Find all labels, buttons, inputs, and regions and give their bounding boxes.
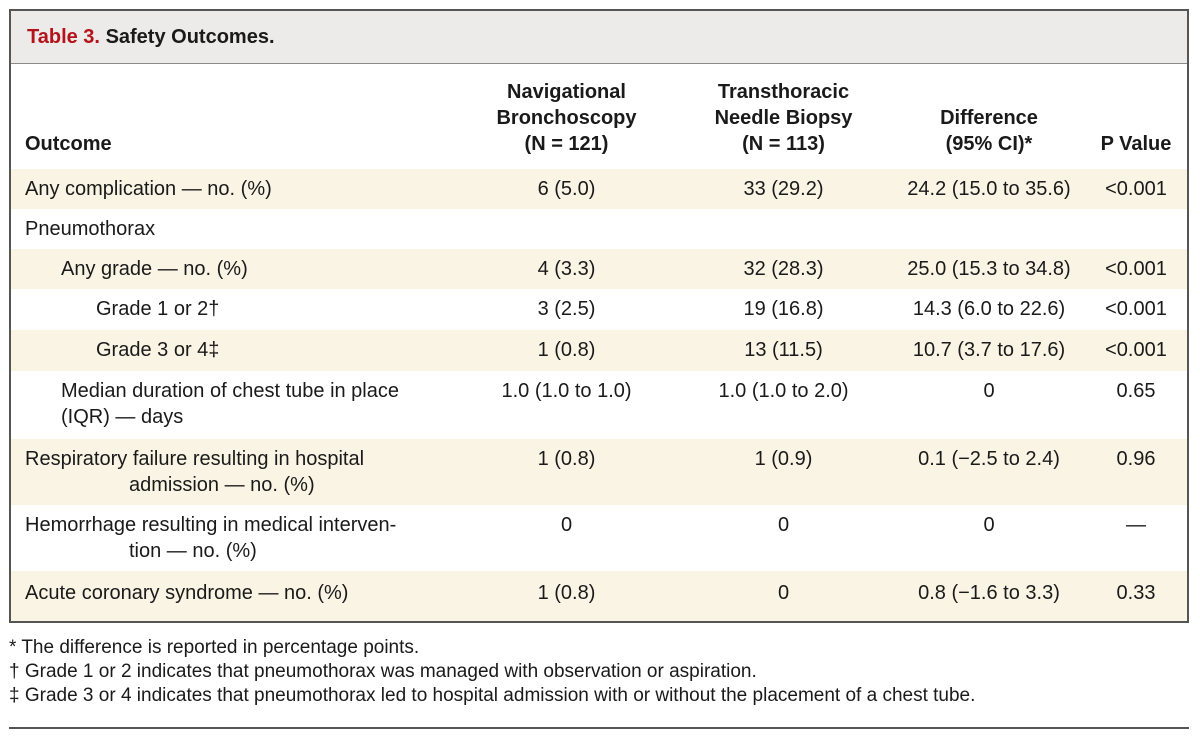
difference-value: 24.2 (15.0 to 35.6) [907, 178, 1071, 200]
table-row: Acute coronary syndrome — no. (%) 1 (0.8… [11, 571, 1187, 621]
header-ttnb-line: Transthoracic [717, 81, 850, 103]
difference-value: 0.1 (−2.5 to 2.4) [918, 448, 1060, 470]
nav-value: 0 [560, 514, 573, 536]
outcome-cell: Acute coronary syndrome — no. (%) [25, 582, 349, 604]
outcome-cell: Grade 3 or 4‡ [96, 339, 220, 361]
ttnb-value: 1.0 (1.0 to 2.0) [718, 380, 849, 402]
footnote: * The difference is reported in percenta… [9, 637, 420, 658]
outcome-cell: Hemorrhage resulting in medical interven… [25, 514, 397, 562]
ttnb-value: 33 (29.2) [743, 178, 824, 200]
ttnb-value: 19 (16.8) [743, 298, 824, 320]
header-nav-line: Bronchoscopy [496, 107, 637, 129]
header-ttnb-line: Needle Biopsy [714, 107, 853, 129]
nav-value: 1 (0.8) [537, 339, 596, 361]
table-frame: Table 3. Safety Outcomes. Outcome Naviga… [9, 9, 1189, 623]
header-nav-line: (N = 121) [524, 133, 609, 155]
table-title: Table 3. Safety Outcomes. [27, 26, 275, 49]
header-navigational-bronchoscopy: Navigational Bronchoscopy (N = 121) [474, 79, 659, 157]
ttnb-value: 1 (0.9) [754, 448, 813, 470]
difference-value: 25.0 (15.3 to 34.8) [907, 258, 1071, 280]
difference-value: 0.8 (−1.6 to 3.3) [918, 582, 1060, 604]
table-title-text: Safety Outcomes. [105, 26, 275, 48]
ttnb-value: 0 [777, 582, 790, 604]
table-footnotes: * The difference is reported in percenta… [9, 636, 975, 708]
p-value: — [1126, 514, 1146, 536]
table-label: Table 3. [27, 26, 100, 48]
outcome-cell: Grade 1 or 2† [96, 298, 220, 320]
footnote: † Grade 1 or 2 indicates that pneumothor… [9, 661, 757, 682]
p-value: 0.65 [1116, 380, 1156, 402]
p-value: 0.33 [1116, 582, 1156, 604]
nav-value: 3 (2.5) [537, 298, 596, 320]
p-value: <0.001 [1105, 298, 1167, 320]
table-row: Median duration of chest tube in place (… [11, 371, 1187, 439]
table-row: Grade 3 or 4‡ 1 (0.8) 13 (11.5) 10.7 (3.… [11, 330, 1187, 371]
outcome-cell: Respiratory failure resulting in hospita… [25, 448, 365, 496]
ttnb-value: 13 (11.5) [744, 339, 823, 361]
table-row: Grade 1 or 2† 3 (2.5) 19 (16.8) 14.3 (6.… [11, 289, 1187, 330]
table-row: Respiratory failure resulting in hospita… [11, 439, 1187, 505]
header-difference: Difference (95% CI)* [889, 105, 1089, 157]
outcome-cell: Any grade — no. (%) [61, 258, 248, 280]
header-transthoracic-needle-biopsy: Transthoracic Needle Biopsy (N = 113) [691, 79, 876, 157]
footnote: ‡ Grade 3 or 4 indicates that pneumothor… [9, 685, 976, 706]
bottom-rule [9, 727, 1189, 729]
nav-value: 1 (0.8) [537, 582, 596, 604]
header-diff-line: (95% CI)* [945, 133, 1033, 155]
table-row: Hemorrhage resulting in medical interven… [11, 505, 1187, 571]
table-title-bar: Table 3. Safety Outcomes. [11, 11, 1187, 64]
outcome-cell: Pneumothorax [25, 218, 156, 240]
outcome-cell: Median duration of chest tube in place (… [61, 380, 399, 428]
ttnb-value: 0 [777, 514, 790, 536]
header-p-value: P Value [1100, 133, 1172, 155]
ttnb-value: 32 (28.3) [743, 258, 824, 280]
header-nav-line: Navigational [507, 81, 626, 103]
difference-value: 0 [983, 380, 995, 402]
p-value: 0.96 [1116, 448, 1156, 470]
nav-value: 6 (5.0) [537, 178, 596, 200]
table-row: Any grade — no. (%) 4 (3.3) 32 (28.3) 25… [11, 249, 1187, 289]
header-diff-line: Difference [940, 107, 1038, 129]
outcome-cell: Any complication — no. (%) [25, 178, 272, 200]
difference-value: 0 [983, 514, 995, 536]
p-value: <0.001 [1105, 258, 1167, 280]
p-value: <0.001 [1105, 178, 1167, 200]
nav-value: 1.0 (1.0 to 1.0) [501, 380, 632, 402]
difference-value: 14.3 (6.0 to 22.6) [912, 298, 1066, 320]
difference-value: 10.7 (3.7 to 17.6) [912, 339, 1066, 361]
header-ttnb-line: (N = 113) [742, 133, 825, 155]
nav-value: 4 (3.3) [537, 258, 596, 280]
table-row: Any complication — no. (%) 6 (5.0) 33 (2… [11, 169, 1187, 209]
table-row: Pneumothorax [11, 209, 1187, 249]
header-outcome: Outcome [25, 133, 112, 155]
nav-value: 1 (0.8) [537, 448, 596, 470]
p-value: <0.001 [1105, 339, 1167, 361]
